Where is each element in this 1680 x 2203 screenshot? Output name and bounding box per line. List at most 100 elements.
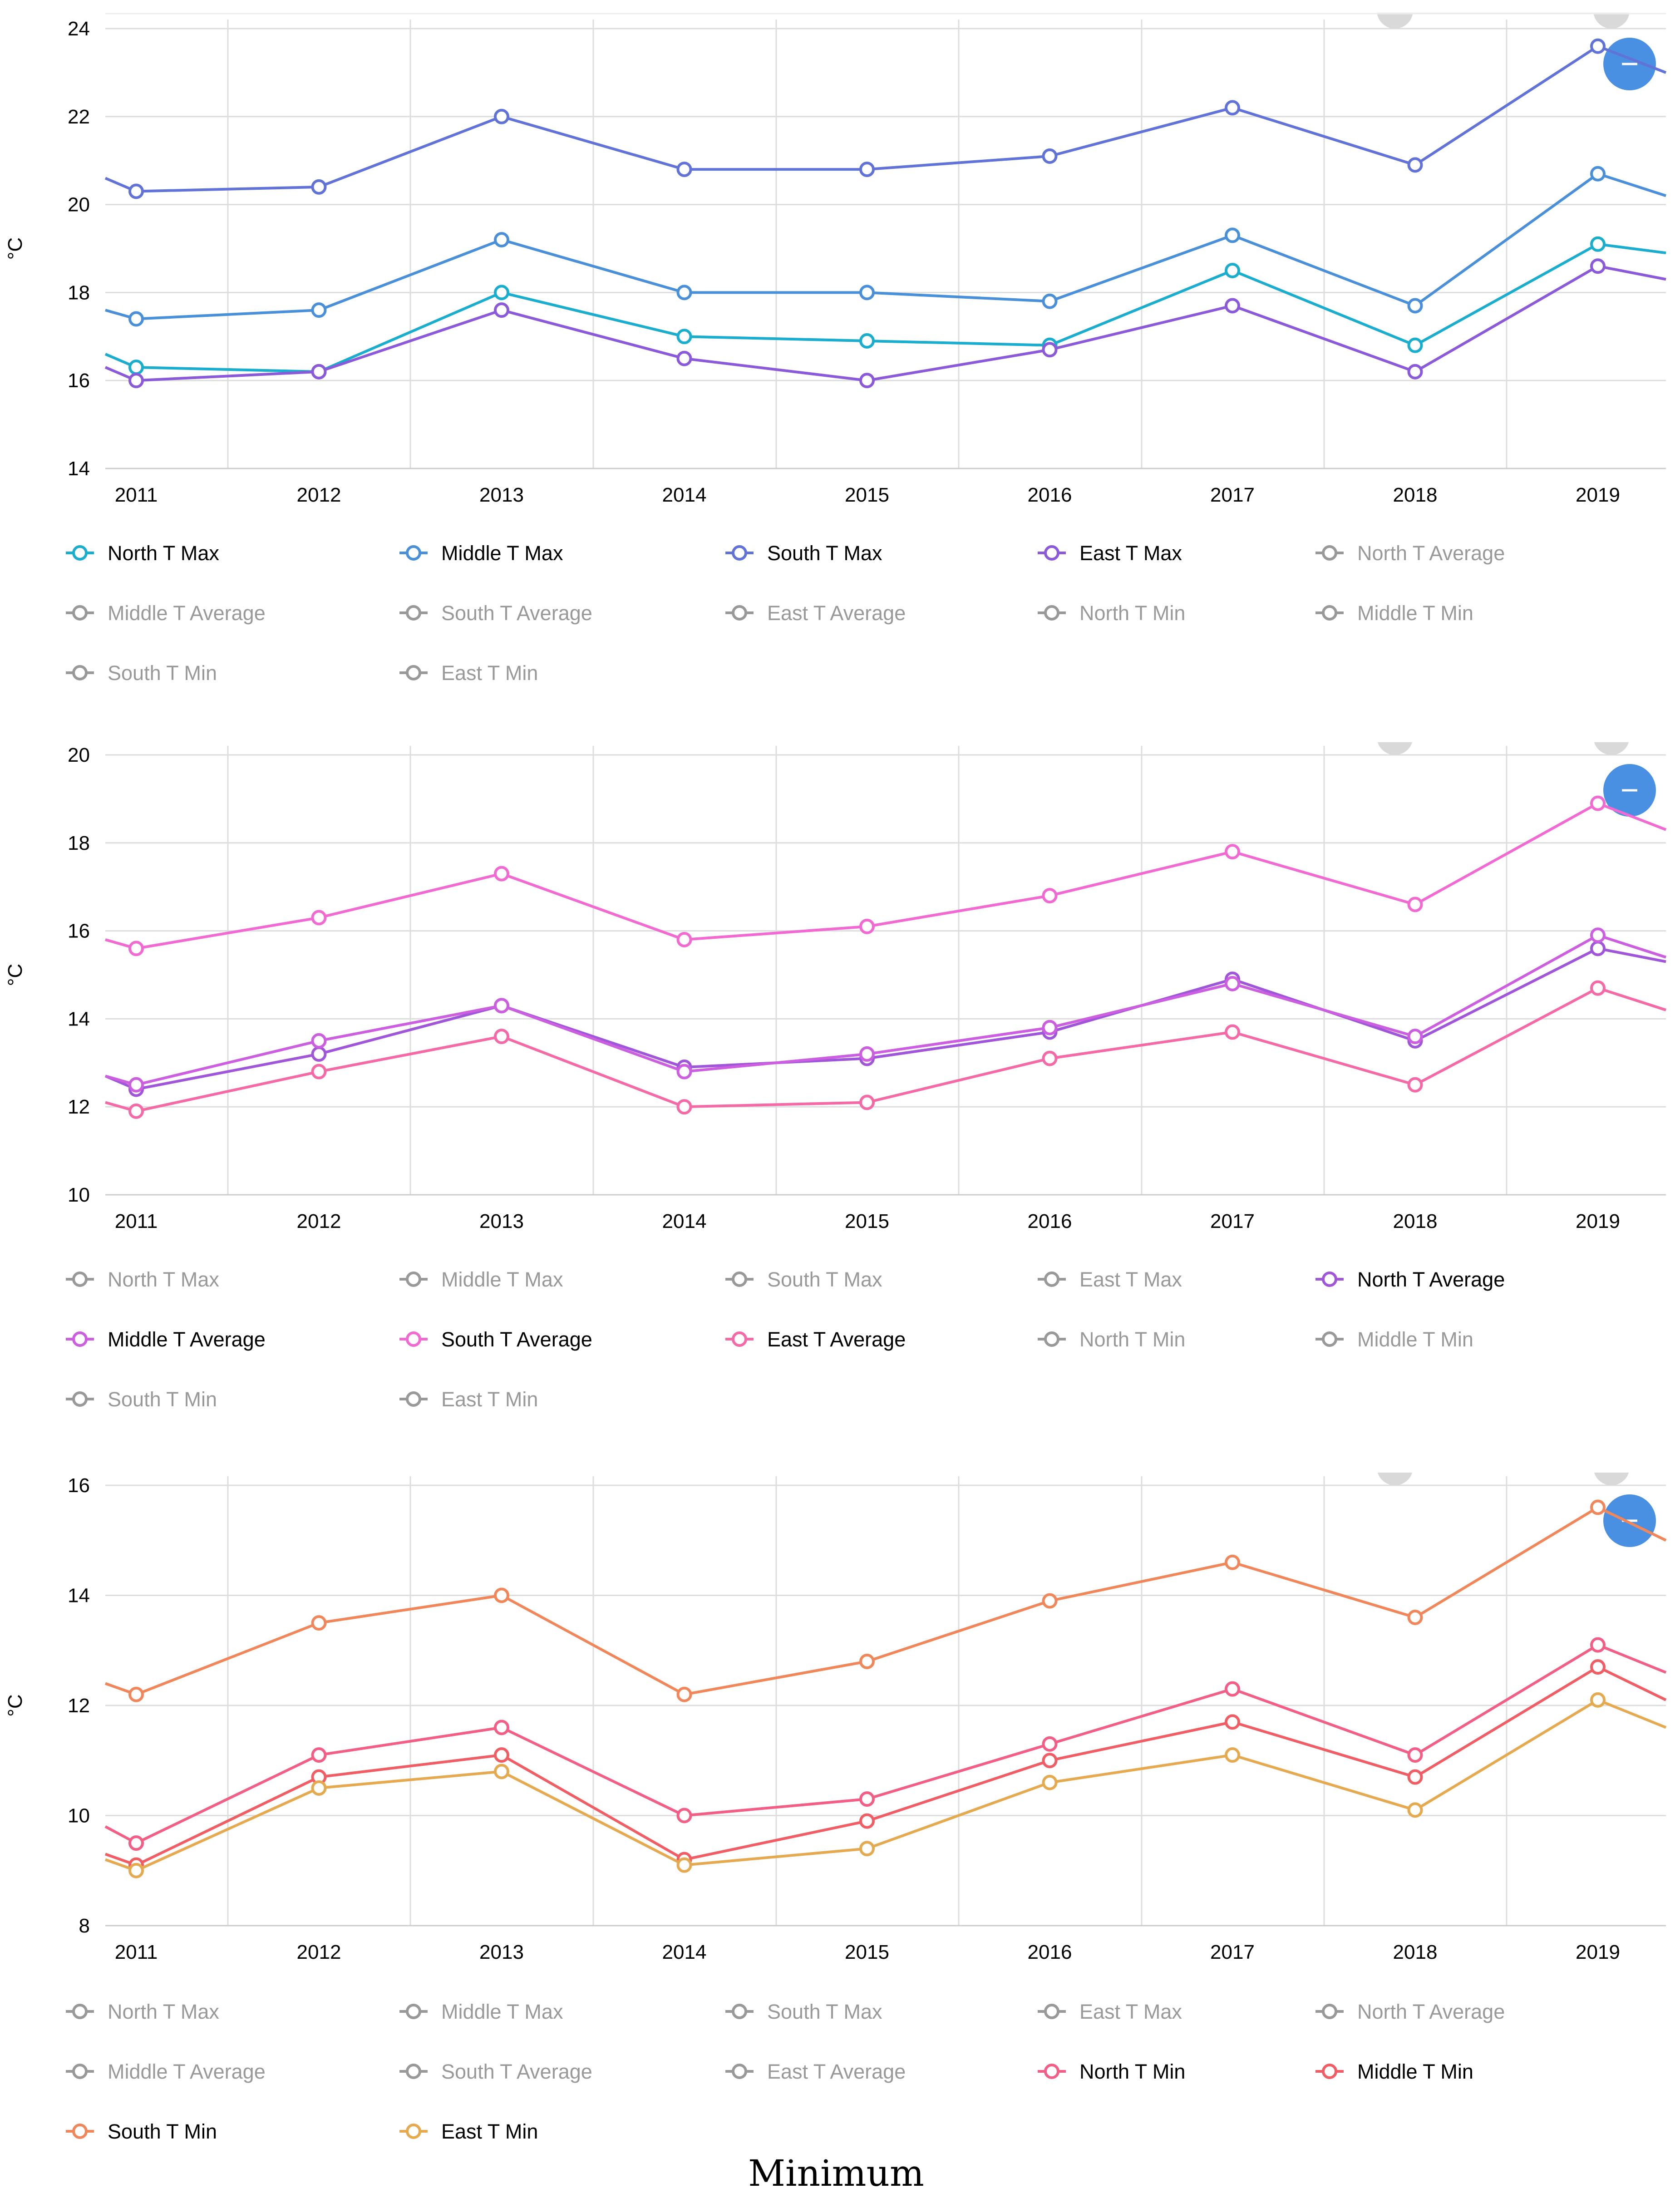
data-point-middle-t-max-2012[interactable] [311, 302, 327, 318]
data-point-south-t-average-2017[interactable] [1225, 844, 1240, 860]
data-point-middle-t-average-2012[interactable] [311, 1033, 327, 1049]
data-point-south-t-average-2018[interactable] [1407, 897, 1423, 912]
legend-item-south-t-max[interactable]: South T Max [725, 542, 882, 565]
data-point-north-t-min-2017[interactable] [1225, 1681, 1240, 1697]
legend-item-east-t-max[interactable]: East T Max [1038, 542, 1182, 565]
data-point-north-t-min-2019[interactable] [1590, 1637, 1606, 1653]
legend-item-middle-t-max[interactable]: Middle T Max [399, 2000, 563, 2023]
data-point-middle-t-average-2018[interactable] [1407, 1029, 1423, 1045]
data-point-east-t-min-2015[interactable] [859, 1841, 875, 1857]
data-point-east-t-average-2018[interactable] [1407, 1077, 1423, 1093]
data-point-south-t-min-2013[interactable] [494, 1587, 509, 1603]
data-point-south-t-max-2019[interactable] [1590, 38, 1606, 54]
data-point-north-t-min-2012[interactable] [311, 1747, 327, 1763]
data-point-middle-t-min-2013[interactable] [494, 1747, 509, 1763]
legend-item-east-t-average[interactable]: East T Average [725, 2060, 906, 2083]
data-point-east-t-average-2012[interactable] [311, 1064, 327, 1079]
data-point-south-t-max-2014[interactable] [676, 162, 692, 177]
data-point-middle-t-max-2017[interactable] [1225, 227, 1240, 243]
legend-item-east-t-min[interactable]: East T Min [399, 2120, 538, 2143]
data-point-middle-t-average-2017[interactable] [1225, 976, 1240, 991]
legend-item-south-t-min[interactable]: South T Min [66, 2120, 217, 2143]
data-point-south-t-min-2011[interactable] [128, 1686, 144, 1702]
data-point-middle-t-min-2016[interactable] [1042, 1753, 1058, 1769]
data-point-south-t-max-2017[interactable] [1225, 100, 1240, 116]
maximum-zoom-out-button[interactable] [1603, 38, 1656, 90]
legend-item-north-t-max[interactable]: North T Max [66, 2000, 219, 2023]
data-point-east-t-average-2013[interactable] [494, 1029, 509, 1045]
data-point-east-t-average-2014[interactable] [676, 1099, 692, 1115]
legend-item-middle-t-average[interactable]: Middle T Average [66, 1328, 266, 1351]
data-point-east-t-min-2014[interactable] [676, 1857, 692, 1873]
data-point-east-t-max-2013[interactable] [494, 302, 509, 318]
data-point-north-t-average-2019[interactable] [1590, 941, 1606, 956]
data-point-north-t-min-2015[interactable] [859, 1791, 875, 1807]
data-point-east-t-min-2019[interactable] [1590, 1692, 1606, 1708]
average-zoom-out-button[interactable] [1603, 764, 1656, 817]
legend-item-middle-t-average[interactable]: Middle T Average [66, 601, 266, 625]
legend-item-north-t-min[interactable]: North T Min [1038, 601, 1185, 625]
data-point-middle-t-max-2016[interactable] [1042, 293, 1058, 309]
data-point-middle-t-average-2011[interactable] [128, 1077, 144, 1093]
data-point-north-t-max-2015[interactable] [859, 333, 875, 349]
data-point-south-t-average-2019[interactable] [1590, 795, 1606, 811]
data-point-south-t-average-2015[interactable] [859, 918, 875, 934]
data-point-south-t-max-2016[interactable] [1042, 148, 1058, 164]
data-point-north-t-max-2011[interactable] [128, 360, 144, 375]
data-point-middle-t-max-2018[interactable] [1407, 298, 1423, 314]
data-point-south-t-min-2016[interactable] [1042, 1593, 1058, 1609]
data-point-east-t-average-2019[interactable] [1590, 980, 1606, 996]
legend-item-south-t-max[interactable]: South T Max [725, 1268, 882, 1291]
data-point-south-t-average-2016[interactable] [1042, 888, 1058, 904]
data-point-middle-t-min-2017[interactable] [1225, 1714, 1240, 1730]
legend-item-middle-t-min[interactable]: Middle T Min [1315, 1328, 1473, 1351]
data-point-middle-t-min-2018[interactable] [1407, 1769, 1423, 1785]
data-point-south-t-max-2015[interactable] [859, 162, 875, 177]
data-point-middle-t-average-2013[interactable] [494, 998, 509, 1014]
data-point-south-t-min-2015[interactable] [859, 1654, 875, 1669]
legend-item-north-t-min[interactable]: North T Min [1038, 1328, 1185, 1351]
legend-item-middle-t-min[interactable]: Middle T Min [1315, 601, 1473, 625]
minimum-zoom-out-button[interactable] [1603, 1494, 1656, 1547]
legend-item-middle-t-max[interactable]: Middle T Max [399, 1268, 563, 1291]
data-point-east-t-min-2013[interactable] [494, 1764, 509, 1779]
data-point-east-t-max-2011[interactable] [128, 373, 144, 389]
data-point-middle-t-max-2013[interactable] [494, 232, 509, 248]
data-point-north-t-min-2016[interactable] [1042, 1736, 1058, 1752]
data-point-south-t-average-2011[interactable] [128, 941, 144, 956]
legend-item-north-t-average[interactable]: North T Average [1315, 542, 1505, 565]
legend-item-south-t-min[interactable]: South T Min [66, 1388, 217, 1411]
data-point-middle-t-average-2019[interactable] [1590, 927, 1606, 943]
data-point-east-t-min-2018[interactable] [1407, 1802, 1423, 1818]
legend-item-east-t-max[interactable]: East T Max [1038, 2000, 1182, 2023]
legend-item-north-t-average[interactable]: North T Average [1315, 1268, 1505, 1291]
data-point-south-t-max-2018[interactable] [1407, 157, 1423, 173]
data-point-north-t-max-2017[interactable] [1225, 262, 1240, 278]
data-point-north-t-max-2019[interactable] [1590, 236, 1606, 252]
data-point-east-t-max-2019[interactable] [1590, 258, 1606, 274]
legend-item-north-t-max[interactable]: North T Max [66, 1268, 219, 1291]
legend-item-south-t-average[interactable]: South T Average [399, 1328, 592, 1351]
data-point-north-t-max-2014[interactable] [676, 329, 692, 345]
data-point-middle-t-max-2011[interactable] [128, 311, 144, 327]
legend-item-north-t-max[interactable]: North T Max [66, 542, 219, 565]
data-point-east-t-max-2017[interactable] [1225, 298, 1240, 314]
data-point-north-t-average-2012[interactable] [311, 1046, 327, 1062]
legend-item-east-t-min[interactable]: East T Min [399, 661, 538, 685]
data-point-east-t-max-2018[interactable] [1407, 364, 1423, 379]
data-point-east-t-max-2014[interactable] [676, 350, 692, 366]
data-point-east-t-average-2016[interactable] [1042, 1050, 1058, 1066]
data-point-north-t-min-2018[interactable] [1407, 1747, 1423, 1763]
data-point-middle-t-average-2014[interactable] [676, 1064, 692, 1079]
data-point-middle-t-average-2015[interactable] [859, 1046, 875, 1062]
data-point-south-t-max-2011[interactable] [128, 183, 144, 199]
legend-item-east-t-max[interactable]: East T Max [1038, 1268, 1182, 1291]
data-point-south-t-min-2012[interactable] [311, 1615, 327, 1631]
data-point-east-t-average-2015[interactable] [859, 1094, 875, 1110]
data-point-middle-t-max-2014[interactable] [676, 285, 692, 301]
data-point-east-t-average-2011[interactable] [128, 1103, 144, 1119]
data-point-north-t-max-2018[interactable] [1407, 337, 1423, 353]
legend-item-east-t-average[interactable]: East T Average [725, 601, 906, 625]
data-point-south-t-max-2013[interactable] [494, 108, 509, 124]
data-point-east-t-min-2011[interactable] [128, 1863, 144, 1878]
